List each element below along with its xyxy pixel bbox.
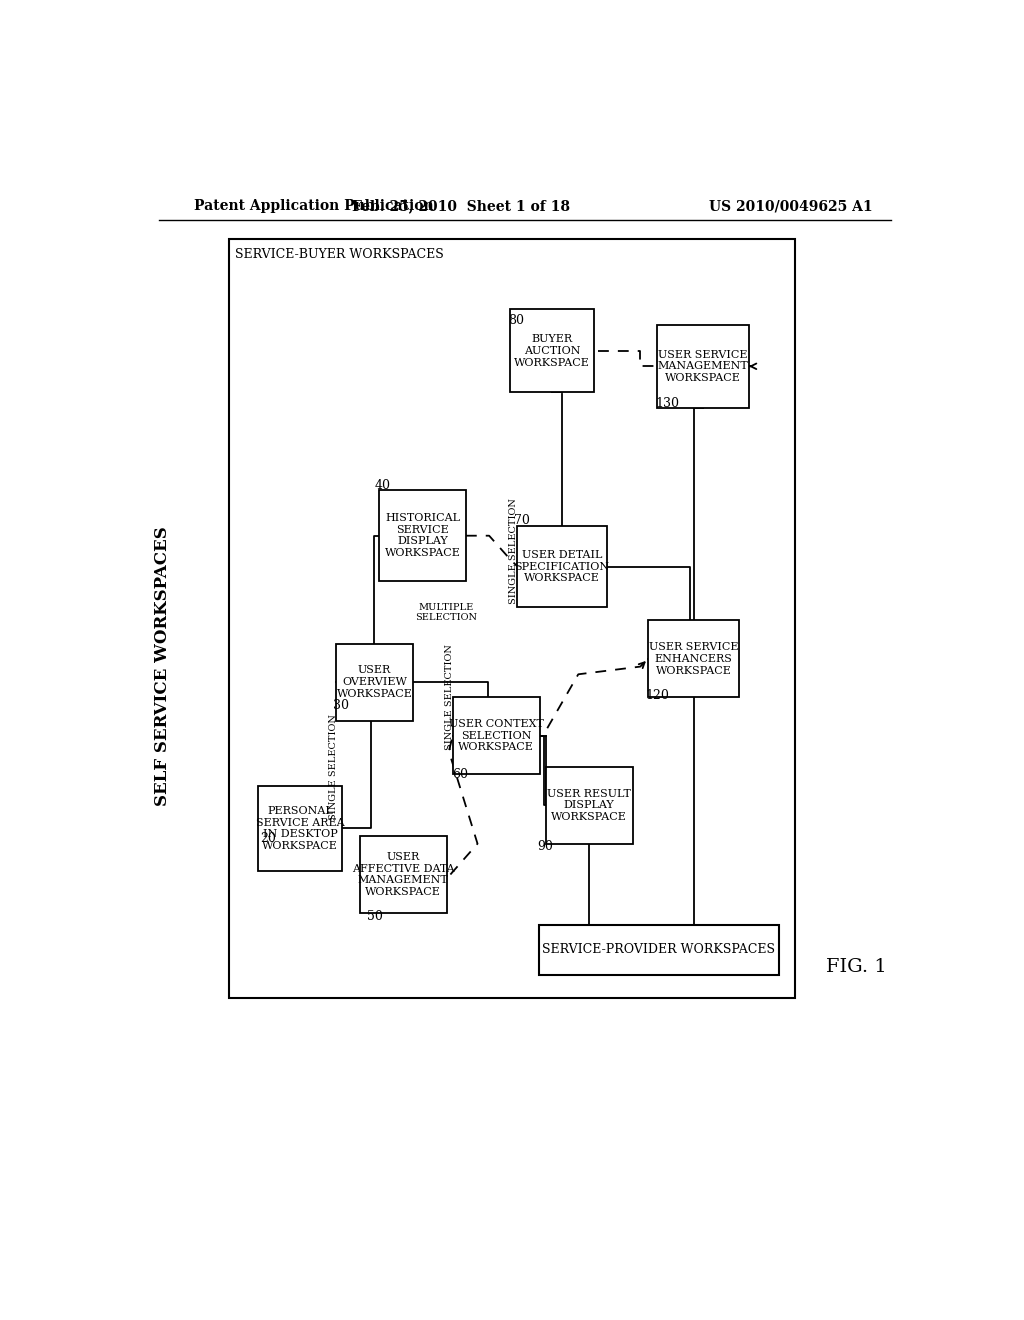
Text: US 2010/0049625 A1: US 2010/0049625 A1	[710, 199, 872, 213]
Text: SINGLE SELECTION: SINGLE SELECTION	[329, 714, 338, 820]
Bar	[539, 924, 779, 974]
Text: FIG. 1: FIG. 1	[826, 958, 887, 975]
Text: MULTIPLE
SELECTION: MULTIPLE SELECTION	[415, 603, 477, 623]
Text: SELF SERVICE WORKSPACES: SELF SERVICE WORKSPACES	[155, 527, 171, 807]
Text: Patent Application Publication: Patent Application Publication	[194, 199, 433, 213]
Bar	[510, 309, 594, 392]
Text: Feb. 25, 2010  Sheet 1 of 18: Feb. 25, 2010 Sheet 1 of 18	[352, 199, 570, 213]
Text: USER RESULT
DISPLAY
WORKSPACE: USER RESULT DISPLAY WORKSPACE	[547, 788, 631, 822]
Text: BUYER
AUCTION
WORKSPACE: BUYER AUCTION WORKSPACE	[514, 334, 590, 367]
Text: SERVICE-BUYER WORKSPACES: SERVICE-BUYER WORKSPACES	[234, 248, 443, 261]
Text: 120: 120	[646, 689, 670, 702]
Text: SERVICE-PROVIDER WORKSPACES: SERVICE-PROVIDER WORKSPACES	[543, 942, 775, 956]
Text: SINGLE SELECTION: SINGLE SELECTION	[510, 498, 518, 605]
Text: USER SERVICE
MANAGEMENT
WORKSPACE: USER SERVICE MANAGEMENT WORKSPACE	[657, 350, 749, 383]
Bar	[657, 325, 749, 408]
Text: 90: 90	[538, 840, 553, 853]
Bar	[546, 767, 633, 843]
Text: USER CONTEXT
SELECTION
WORKSPACE: USER CONTEXT SELECTION WORKSPACE	[449, 719, 544, 752]
Text: 40: 40	[375, 479, 390, 492]
Bar	[359, 836, 446, 913]
Text: USER
OVERVIEW
WORKSPACE: USER OVERVIEW WORKSPACE	[337, 665, 413, 698]
Text: HISTORICAL
SERVICE
DISPLAY
WORKSPACE: HISTORICAL SERVICE DISPLAY WORKSPACE	[385, 513, 461, 558]
Text: 30: 30	[334, 698, 349, 711]
Text: USER SERVICE
ENHANCERS
WORKSPACE: USER SERVICE ENHANCERS WORKSPACE	[649, 643, 738, 676]
Text: PERSONAL
SERVICE AREA
IN DESKTOP
WORKSPACE: PERSONAL SERVICE AREA IN DESKTOP WORKSPA…	[256, 807, 344, 850]
Text: 70: 70	[514, 513, 529, 527]
Bar	[379, 490, 466, 581]
Text: SINGLE SELECTION: SINGLE SELECTION	[445, 644, 454, 750]
Text: USER
AFFECTIVE DATA
MANAGEMENT
WORKSPACE: USER AFFECTIVE DATA MANAGEMENT WORKSPACE	[352, 853, 455, 896]
Bar	[517, 527, 606, 607]
Text: 130: 130	[655, 397, 679, 409]
Bar	[336, 644, 414, 721]
Bar	[453, 697, 540, 775]
Text: 20: 20	[260, 832, 275, 845]
Bar	[648, 620, 739, 697]
Bar	[228, 239, 795, 998]
Text: USER DETAIL
SPECIFICATION
WORKSPACE: USER DETAIL SPECIFICATION WORKSPACE	[514, 550, 609, 583]
Bar	[258, 785, 342, 871]
Text: 50: 50	[367, 911, 383, 924]
Text: 80: 80	[508, 314, 523, 326]
Text: 60: 60	[452, 768, 468, 781]
